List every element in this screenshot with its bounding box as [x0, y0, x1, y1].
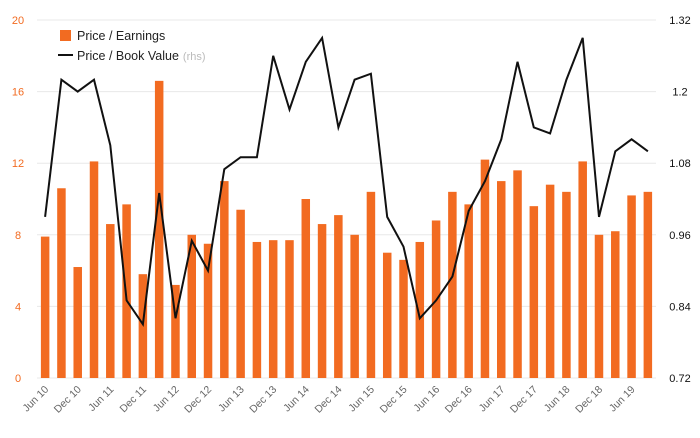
- pe-bar: [627, 195, 636, 378]
- x-tick-label: Jun 13: [216, 384, 247, 415]
- pe-bars: [40, 80, 653, 379]
- right-axis: 0.72 0.84 0.96 1.08 1.2 1.32: [669, 15, 690, 385]
- pe-bar: [301, 199, 311, 378]
- x-tick-label: Jun 15: [346, 384, 377, 415]
- left-tick-label: 0: [15, 373, 21, 385]
- x-tick-label: Dec 13: [247, 384, 279, 416]
- right-tick-label: 0.96: [669, 230, 690, 242]
- x-tick-label: Dec 12: [182, 384, 214, 416]
- pe-bar: [203, 243, 213, 378]
- x-tick-label: Jun 10: [20, 384, 51, 415]
- pe-bar: [399, 259, 408, 378]
- x-tick-label: Jun 19: [607, 384, 638, 415]
- x-tick-label: Jun 18: [542, 384, 573, 415]
- pe-bar: [448, 191, 457, 378]
- pe-bar: [187, 234, 196, 378]
- left-tick-label: 20: [12, 15, 24, 27]
- pe-bar: [171, 284, 180, 378]
- right-tick-label: 0.72: [669, 373, 690, 385]
- pe-bar: [529, 206, 539, 378]
- pe-bar: [154, 80, 164, 379]
- pe-bar: [334, 215, 343, 378]
- pe-bar: [89, 161, 99, 378]
- x-tick-label: Dec 11: [118, 384, 150, 416]
- legend-line-label-main: Price / Book Value: [77, 49, 179, 63]
- x-tick-label: Jun 12: [151, 384, 182, 415]
- left-tick-label: 4: [15, 301, 21, 313]
- pe-bar: [106, 224, 115, 378]
- right-tick-label: 1.32: [669, 15, 690, 27]
- pe-bar: [366, 191, 376, 378]
- pe-bar: [594, 234, 604, 378]
- x-axis: Jun 10 Dec 10 Jun 11 Dec 11 Jun 12 Dec 12 Jun …: [20, 384, 637, 416]
- pe-bar: [415, 241, 425, 378]
- pe-bar: [464, 204, 473, 378]
- left-tick-label: 12: [12, 158, 24, 170]
- legend-bar-swatch: [60, 30, 71, 41]
- pe-bar: [578, 161, 587, 378]
- pe-bar: [57, 188, 66, 378]
- pbv-line-group: [44, 35, 649, 328]
- pe-bar: [220, 181, 229, 378]
- left-tick-label: 16: [12, 87, 24, 99]
- pe-bar: [382, 252, 392, 378]
- pe-bar: [611, 231, 620, 378]
- pe-bar: [236, 209, 245, 378]
- legend: Price / Earnings Price / Book Value (rhs): [58, 29, 206, 63]
- pe-bar: [562, 191, 571, 378]
- pe-bar: [497, 181, 506, 378]
- right-tick-label: 1.08: [669, 158, 690, 170]
- x-tick-label: Jun 11: [86, 384, 116, 414]
- x-tick-label: Jun 14: [281, 384, 312, 415]
- pe-bar: [268, 240, 278, 378]
- right-tick-label: 1.2: [672, 87, 687, 99]
- x-tick-label: Dec 18: [573, 384, 605, 416]
- left-tick-label: 8: [15, 230, 21, 242]
- x-tick-label: Dec 10: [52, 384, 84, 416]
- x-tick-label: Dec 16: [443, 384, 475, 416]
- x-tick-label: Dec 14: [312, 384, 344, 416]
- left-axis: 0 4 8 12 16 20: [12, 15, 24, 385]
- pe-bar: [138, 274, 148, 378]
- pe-bar: [73, 267, 82, 378]
- pe-bar: [40, 236, 50, 378]
- x-tick-label: Jun 16: [411, 384, 442, 415]
- legend-line-label: Price / Book Value (rhs): [77, 49, 206, 63]
- pe-bar: [513, 170, 522, 378]
- x-tick-label: Dec 17: [508, 384, 540, 416]
- pe-bar: [285, 240, 294, 378]
- right-tick-label: 0.84: [669, 301, 690, 313]
- pe-bar: [545, 184, 555, 378]
- pe-bar: [480, 159, 490, 378]
- pe-bar: [317, 224, 327, 378]
- pe-bar: [252, 241, 262, 378]
- pbv-line: [44, 35, 649, 328]
- pe-bar: [643, 191, 653, 378]
- legend-line-label-suffix: (rhs): [183, 51, 206, 63]
- pe-bar: [350, 234, 359, 378]
- x-tick-label: Dec 15: [378, 384, 410, 416]
- legend-bar-label: Price / Earnings: [77, 29, 165, 43]
- x-tick-label: Jun 17: [477, 384, 508, 415]
